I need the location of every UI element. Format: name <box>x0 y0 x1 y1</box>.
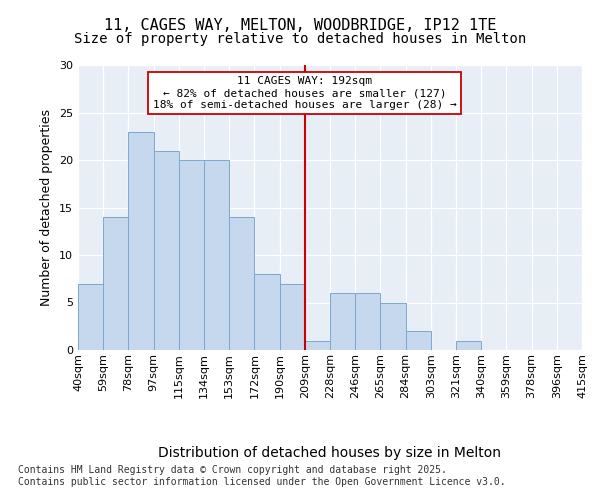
Text: Distribution of detached houses by size in Melton: Distribution of detached houses by size … <box>158 446 502 460</box>
Bar <box>254 274 280 350</box>
Text: Size of property relative to detached houses in Melton: Size of property relative to detached ho… <box>74 32 526 46</box>
Bar <box>406 331 431 350</box>
Bar <box>355 293 380 350</box>
Bar <box>456 340 481 350</box>
Bar <box>78 284 103 350</box>
Bar <box>229 217 254 350</box>
Y-axis label: Number of detached properties: Number of detached properties <box>40 109 53 306</box>
Bar <box>280 284 305 350</box>
Bar <box>380 302 406 350</box>
Text: 11, CAGES WAY, MELTON, WOODBRIDGE, IP12 1TE: 11, CAGES WAY, MELTON, WOODBRIDGE, IP12 … <box>104 18 496 32</box>
Text: Contains HM Land Registry data © Crown copyright and database right 2025.
Contai: Contains HM Land Registry data © Crown c… <box>18 465 506 487</box>
Bar <box>204 160 229 350</box>
Text: 11 CAGES WAY: 192sqm
← 82% of detached houses are smaller (127)
18% of semi-deta: 11 CAGES WAY: 192sqm ← 82% of detached h… <box>153 76 457 110</box>
Bar <box>179 160 204 350</box>
Bar <box>305 340 330 350</box>
Bar <box>128 132 154 350</box>
Bar <box>103 217 128 350</box>
Bar <box>154 150 179 350</box>
Bar <box>330 293 355 350</box>
